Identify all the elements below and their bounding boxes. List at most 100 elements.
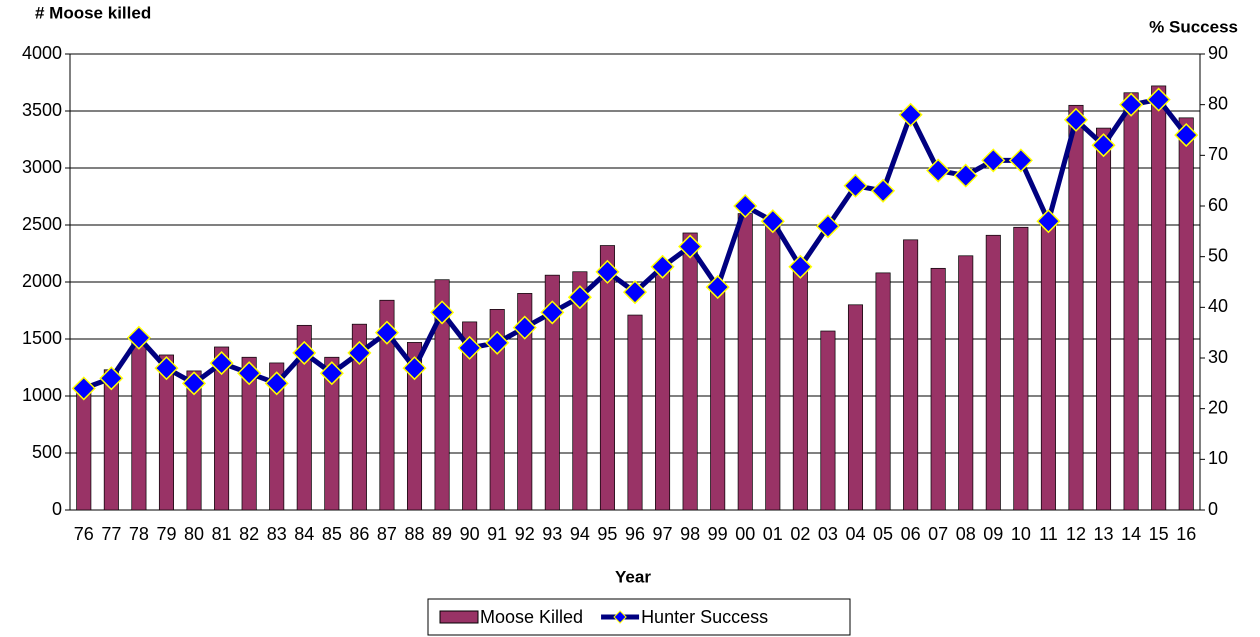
marker: [733, 193, 758, 219]
marker: [319, 361, 344, 386]
x-tick-label: 14: [1121, 524, 1141, 544]
x-tick-label: 00: [735, 524, 755, 544]
bar: [379, 299, 395, 511]
bar: [930, 267, 946, 511]
x-tick-label: 06: [901, 524, 921, 544]
y2-tick-label: 60: [1208, 195, 1228, 215]
marker: [154, 356, 179, 381]
bar: [1040, 217, 1056, 511]
marker: [926, 158, 951, 183]
x-tick-label: 79: [156, 524, 176, 544]
y-tick-label: 3500: [22, 100, 62, 120]
x-tick-label: 86: [349, 524, 369, 544]
x-tick-label: 01: [763, 524, 783, 544]
bar: [875, 272, 891, 511]
bar: [710, 281, 726, 511]
y2-tick-label: 90: [1208, 43, 1228, 63]
x-tick-label: 84: [294, 524, 314, 544]
x-tick-label: 98: [680, 524, 700, 544]
marker: [99, 366, 124, 391]
marker: [209, 351, 234, 376]
x-tick-label: 78: [129, 524, 149, 544]
bar: [296, 324, 312, 511]
marker: [430, 300, 455, 325]
x-tick-label: 07: [928, 524, 948, 544]
bar: [847, 304, 864, 511]
marker: [898, 102, 923, 127]
marker: [540, 300, 565, 325]
marker: [815, 214, 840, 239]
x-tick-label: 05: [873, 524, 893, 544]
x-tick-label: 88: [404, 524, 424, 544]
y-tick-label: 1000: [22, 385, 62, 405]
bar: [1178, 117, 1194, 511]
x-tick-label: 10: [1011, 524, 1031, 544]
marker: [126, 325, 151, 350]
bar: [682, 232, 698, 511]
bar: [103, 369, 119, 511]
x-tick-label: 12: [1066, 524, 1086, 544]
bar: [1096, 127, 1112, 511]
marker: [760, 209, 785, 234]
x-tick-label: 95: [597, 524, 617, 544]
bar: [544, 274, 560, 511]
marker: [1036, 209, 1061, 234]
bar: [269, 362, 285, 511]
x-tick-label: 13: [1094, 524, 1114, 544]
marker: [237, 361, 262, 386]
x-tick-label: 91: [487, 524, 507, 544]
x-tick-label: 94: [570, 524, 590, 544]
x-axis-title: Year: [615, 567, 651, 586]
bar: [1013, 226, 1029, 511]
bar: [434, 279, 450, 511]
bar: [737, 213, 753, 511]
bar: [406, 342, 423, 511]
marker: [264, 371, 289, 396]
x-tick-label: 76: [74, 524, 94, 544]
marker: [650, 254, 675, 279]
bar: [241, 356, 257, 511]
bar: [765, 222, 781, 511]
bar: [820, 330, 836, 511]
y-tick-label: 3000: [22, 157, 62, 177]
x-tick-label: 92: [515, 524, 535, 544]
marker: [1091, 133, 1116, 158]
marker: [567, 285, 592, 310]
x-tick-label: 08: [956, 524, 976, 544]
bar: [1068, 104, 1084, 511]
bar: [958, 255, 974, 511]
marker: [678, 234, 703, 259]
x-tick-label: 09: [983, 524, 1003, 544]
marker: [953, 163, 978, 188]
x-tick-label: 11: [1039, 524, 1058, 544]
marker: [485, 330, 510, 355]
y2-tick-label: 0: [1208, 499, 1218, 519]
y2-axis-title: % Success: [1149, 17, 1238, 36]
legend-swatch: [439, 610, 479, 624]
marker: [374, 320, 400, 345]
marker: [981, 148, 1006, 173]
bar: [1151, 85, 1167, 511]
bar: [985, 234, 1001, 511]
bar: [351, 323, 367, 511]
y2-tick-label: 70: [1208, 144, 1228, 164]
bar: [214, 346, 230, 511]
x-tick-label: 83: [267, 524, 287, 544]
x-tick-label: 81: [212, 524, 232, 544]
x-tick-label: 82: [239, 524, 259, 544]
marker: [870, 178, 896, 203]
y-tick-label: 4000: [22, 43, 62, 63]
x-tick-label: 96: [625, 524, 645, 544]
bar: [517, 293, 533, 511]
marker: [705, 275, 730, 300]
x-tick-label: 89: [432, 524, 452, 544]
marker: [347, 340, 372, 365]
marker: [788, 254, 813, 279]
y2-tick-label: 50: [1208, 245, 1228, 265]
bar: [158, 354, 174, 511]
bar: [131, 338, 147, 511]
y-tick-label: 500: [32, 442, 62, 462]
x-tick-label: 90: [460, 524, 480, 544]
y-tick-label: 2500: [22, 214, 62, 234]
